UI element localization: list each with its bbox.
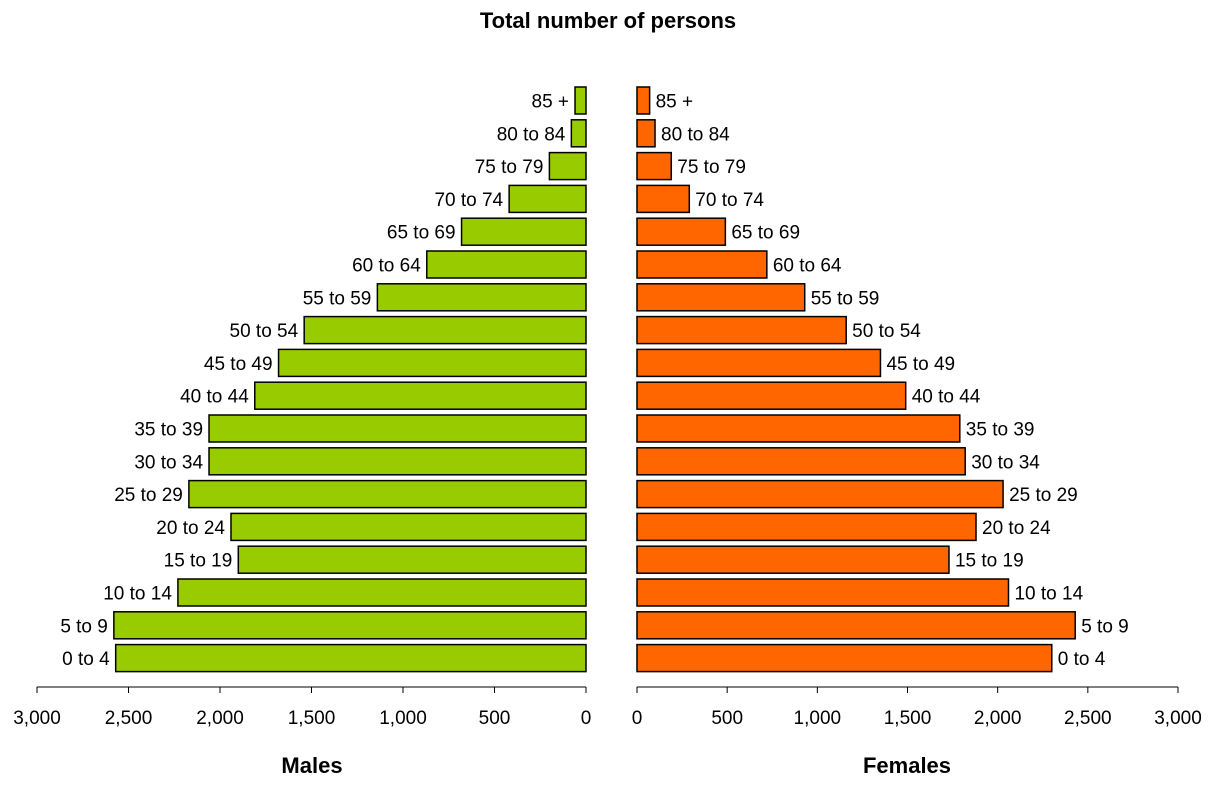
females-bar-label: 60 to 64: [773, 256, 842, 277]
males-tick-label: 3,000: [13, 708, 61, 729]
females-bars: 0 to 4 5 to 9 10 to 14 15 to 19 20 to 24 25 t…: [636, 86, 1129, 673]
females-tick-label: 2,000: [974, 708, 1022, 729]
females-bar-label: 45 to 49: [886, 354, 955, 375]
males-bar-label: 40 to 44: [180, 387, 249, 408]
males-bar: [303, 315, 587, 345]
females-bar: [636, 151, 673, 181]
females-bar-label: 30 to 34: [971, 452, 1040, 473]
females-bar-label: 55 to 59: [811, 288, 880, 309]
males-bar: [237, 545, 587, 574]
males-bar: [574, 86, 587, 115]
females-tick-label: 1,000: [794, 708, 842, 729]
females-bar-label: 50 to 54: [852, 321, 921, 342]
males-tick-label: 0: [581, 708, 592, 729]
females-bar: [636, 86, 651, 115]
females-bar: [636, 643, 1053, 673]
females-tick-label: 0: [632, 708, 643, 729]
females-bar-label: 5 to 9: [1081, 616, 1129, 637]
females-x-axis: 0 500 1,000 1,500 2,000 2,500 3,000: [632, 686, 1202, 729]
males-bar-label: 20 to 24: [156, 518, 225, 539]
females-bar-label: 35 to 39: [966, 420, 1035, 441]
females-bar: [636, 512, 977, 542]
females-tick-label: 1,500: [884, 708, 932, 729]
males-tick-label: 2,000: [196, 708, 244, 729]
males-axis-label: Males: [281, 753, 342, 778]
females-bar-label: 10 to 14: [1014, 584, 1083, 605]
males-x-axis: 3,000 2,500 2,000 1,500 1,000 500 0: [13, 686, 592, 729]
males-bar: [426, 250, 587, 279]
females-bar: [636, 184, 691, 214]
males-bar-label: 50 to 54: [230, 321, 299, 342]
females-bar-label: 0 to 4: [1058, 649, 1106, 670]
males-bar-label: 45 to 49: [204, 354, 273, 375]
females-bar: [636, 217, 727, 246]
males-bar-label: 80 to 84: [497, 124, 566, 145]
males-bars: 0 to 4 5 to 9 10 to 14 15 to 19 20 to 24 25 t…: [60, 86, 587, 673]
males-bar-label: 60 to 64: [352, 256, 421, 277]
females-bar-label: 15 to 19: [955, 551, 1024, 572]
males-tick-label: 1,000: [379, 708, 427, 729]
females-tick-label: 2,500: [1064, 708, 1112, 729]
males-bar-label: 70 to 74: [434, 190, 503, 211]
females-bar-label: 20 to 24: [982, 518, 1051, 539]
males-bar: [277, 348, 587, 378]
females-bar: [636, 283, 806, 312]
females-bar: [636, 119, 656, 148]
males-bar-label: 5 to 9: [60, 616, 108, 637]
females-tick-label: 3,000: [1154, 708, 1202, 729]
females-bar: [636, 545, 950, 574]
females-bar-label: 70 to 74: [695, 190, 764, 211]
males-bar-label: 85 +: [532, 92, 570, 113]
females-bar: [636, 479, 1004, 509]
chart-title: Total number of persons: [480, 8, 736, 33]
females-tick-label: 500: [711, 708, 743, 729]
males-bar: [570, 119, 587, 148]
females-bar: [636, 381, 907, 410]
males-tick-label: 500: [479, 708, 511, 729]
males-bar-label: 55 to 59: [303, 288, 372, 309]
males-bar: [230, 512, 587, 542]
males-bar-label: 75 to 79: [475, 157, 544, 178]
males-bar-label: 25 to 29: [114, 485, 183, 506]
males-bar: [177, 578, 587, 607]
males-bar: [208, 447, 587, 476]
females-bar: [636, 348, 882, 378]
females-bar: [636, 611, 1076, 640]
males-bar: [113, 611, 587, 640]
males-bar: [548, 151, 587, 181]
females-axis-label: Females: [863, 753, 951, 778]
males-bar-label: 65 to 69: [387, 223, 456, 244]
females-bar: [636, 250, 768, 279]
males-bar: [254, 381, 587, 410]
males-tick-label: 1,500: [288, 708, 336, 729]
females-bar: [636, 578, 1010, 607]
males-bar-label: 35 to 39: [134, 420, 203, 441]
males-bar-label: 15 to 19: [164, 551, 233, 572]
males-tick-label: 2,500: [105, 708, 153, 729]
males-bar-label: 10 to 14: [103, 584, 172, 605]
females-bar: [636, 447, 966, 476]
males-bar: [508, 184, 587, 214]
females-bar-label: 75 to 79: [677, 157, 746, 178]
females-bar: [636, 414, 961, 443]
females-bar-label: 25 to 29: [1009, 485, 1078, 506]
males-bar: [208, 414, 587, 443]
females-bar-label: 80 to 84: [661, 124, 730, 145]
females-bar-label: 85 +: [656, 92, 694, 113]
males-bar-label: 0 to 4: [62, 649, 110, 670]
males-bar: [114, 643, 587, 673]
males-bar-label: 30 to 34: [134, 452, 203, 473]
males-bar: [376, 283, 587, 312]
males-bar: [188, 479, 587, 509]
females-bar-label: 65 to 69: [731, 223, 800, 244]
females-bar: [636, 315, 847, 345]
males-bar: [460, 217, 587, 246]
females-bar-label: 40 to 44: [912, 387, 981, 408]
